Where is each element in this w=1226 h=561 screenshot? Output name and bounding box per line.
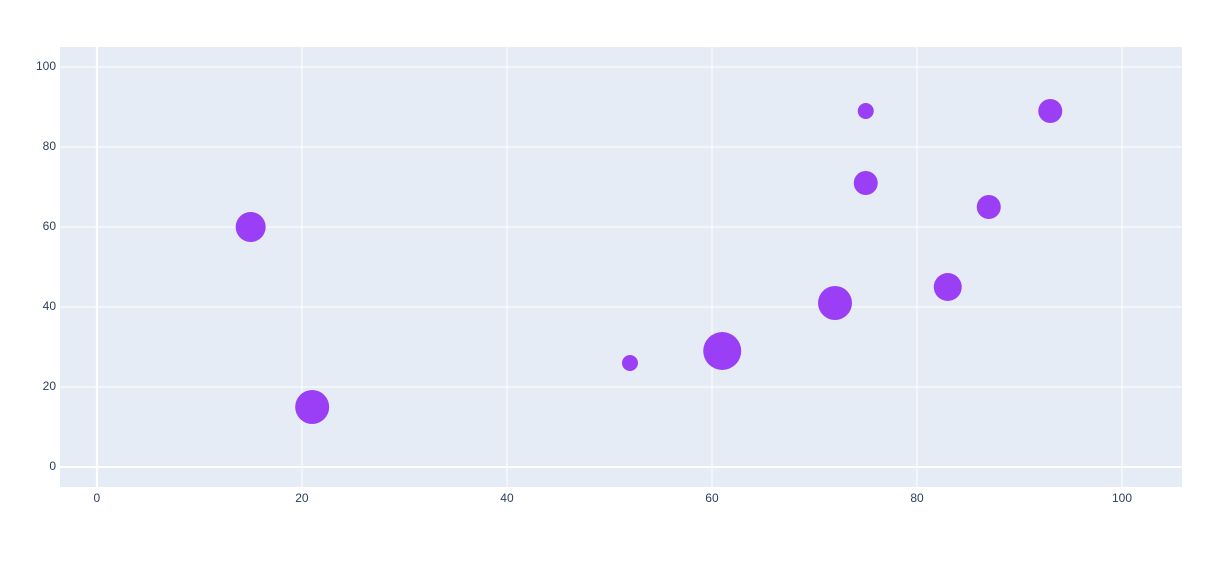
bubble <box>853 171 878 195</box>
bubble <box>621 355 638 371</box>
y-tick-label: 40 <box>43 299 57 313</box>
x-tick-label: 80 <box>910 491 924 505</box>
bubble <box>933 273 962 301</box>
x-tick-label: 0 <box>94 491 101 505</box>
bubble <box>976 195 1001 219</box>
bubble <box>235 212 266 242</box>
bubble <box>1038 99 1063 123</box>
x-tick-label: 20 <box>295 491 309 505</box>
x-tick-label: 40 <box>500 491 514 505</box>
bubble <box>295 390 330 424</box>
plot-area <box>60 47 1182 487</box>
y-tick-label: 20 <box>43 379 57 393</box>
x-tick-label: 100 <box>1112 491 1132 505</box>
y-tick-label: 60 <box>43 219 57 233</box>
bubble <box>703 332 742 370</box>
bubble <box>817 286 852 320</box>
bubble <box>857 103 874 119</box>
x-tick-label: 60 <box>705 491 719 505</box>
y-tick-label: 80 <box>43 139 57 153</box>
y-tick-label: 0 <box>49 459 56 473</box>
y-tick-label: 100 <box>36 59 56 73</box>
